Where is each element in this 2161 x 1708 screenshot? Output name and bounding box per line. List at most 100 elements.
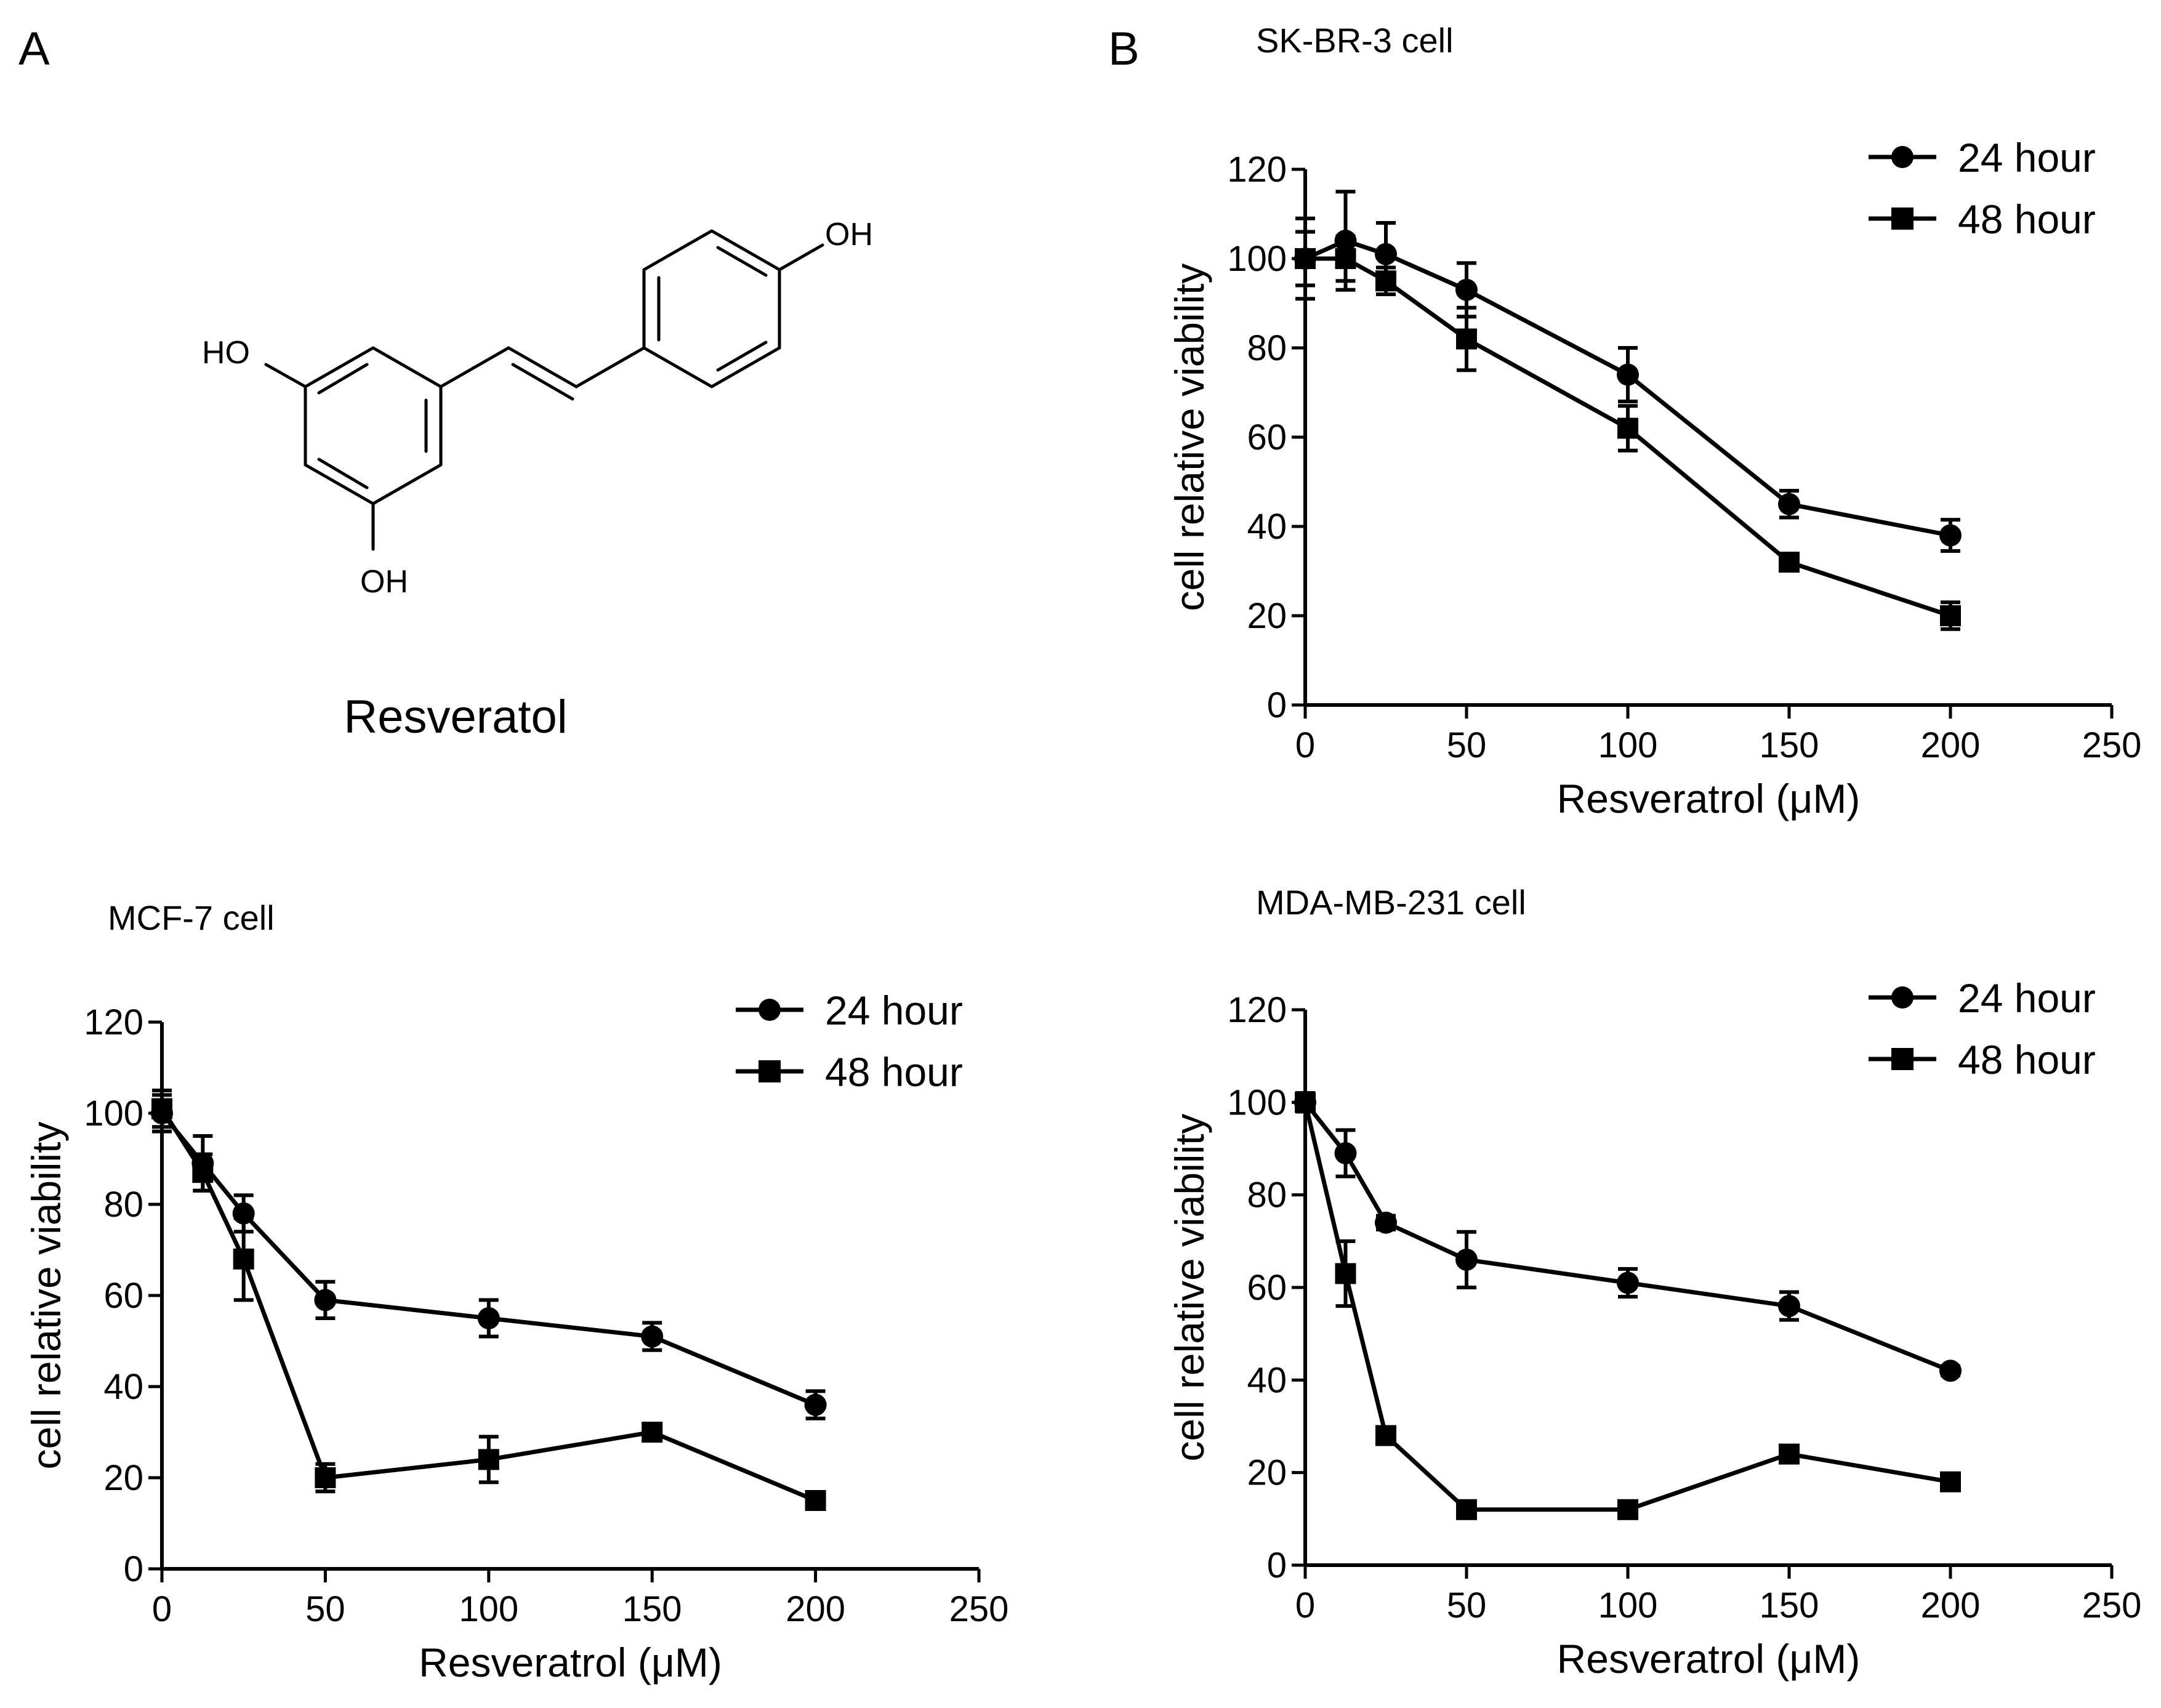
data-point: [1456, 328, 1477, 350]
data-point: [1940, 605, 1961, 626]
x-tick-label: 200: [1921, 1585, 1981, 1625]
y-tick-label: 80: [1247, 1175, 1287, 1215]
legend-label: 24 hour: [1958, 135, 2096, 180]
y-tick-label: 40: [103, 1367, 143, 1407]
data-point: [1375, 1211, 1397, 1234]
x-tick-label: 100: [1598, 1585, 1658, 1625]
x-tick-label: 150: [622, 1589, 682, 1629]
y-tick-label: 80: [103, 1185, 143, 1225]
data-point: [1335, 248, 1356, 269]
x-tick-label: 150: [1760, 1585, 1819, 1625]
data-point: [1375, 243, 1397, 265]
x-tick-label: 250: [2082, 725, 2142, 765]
y-tick-label: 120: [1227, 990, 1287, 1030]
y-tick-label: 40: [1247, 1360, 1287, 1400]
x-tick-label: 0: [1295, 1585, 1315, 1625]
x-tick-label: 100: [1598, 725, 1658, 765]
chart-title: SK-BR-3 cell: [1256, 21, 1454, 60]
y-tick-label: 20: [1247, 1453, 1287, 1493]
data-point: [1778, 1295, 1800, 1318]
chart-mdamb231: MDA-MB-231 cell 0 20 40 60 80 100 120 0 50 100 150 2…: [1167, 883, 2141, 1682]
panel-label-a: A: [18, 23, 50, 75]
y-axis-label: cell relative viability: [1167, 264, 1212, 611]
right-ring-double-bond-3: [716, 340, 768, 372]
vinyl-double-bond: [507, 346, 578, 389]
data-point: [1617, 1271, 1639, 1294]
vinyl-bond-2: [574, 346, 646, 389]
y-tick-label: 20: [1247, 596, 1287, 636]
series-24-hour: [1294, 1091, 1962, 1382]
x-tick-label: 0: [1295, 725, 1315, 765]
y-tick-label: 60: [103, 1276, 143, 1316]
series-48-hour: [151, 1089, 826, 1511]
data-point: [1335, 1263, 1356, 1284]
x-axis-label: Resveratrol (μM): [1557, 1636, 1861, 1682]
y-tick-label: 60: [1247, 417, 1287, 457]
x-tick-label: 50: [1447, 1585, 1487, 1625]
vinyl-double-bond-inner: [511, 363, 574, 401]
data-point: [477, 1307, 500, 1329]
data-point: [151, 1098, 172, 1119]
data-point: [1456, 1499, 1477, 1520]
y-tick-label: 40: [1247, 507, 1287, 547]
x-axis-label: Resveratrol (μM): [419, 1640, 722, 1685]
legend-label: 48 hour: [1958, 1037, 2096, 1082]
data-point: [1334, 1142, 1357, 1165]
data-point: [315, 1467, 336, 1488]
chart-skbr3: SK-BR-3 cell 0 20 40 60 80 100 120 0 50 100 150 200 2…: [1167, 21, 2141, 821]
chart-title: MDA-MB-231 cell: [1256, 883, 1526, 922]
x-tick-label: 0: [152, 1589, 172, 1629]
legend-marker: [1891, 1048, 1914, 1070]
legend-marker: [759, 999, 781, 1021]
y-tick-label: 0: [124, 1549, 143, 1589]
data-point: [1939, 1360, 1962, 1382]
legend-label: 24 hour: [1958, 975, 2096, 1021]
data-point: [642, 1422, 663, 1443]
y-tick-label: 0: [1267, 1545, 1287, 1585]
right-ring-double-bond-2: [716, 246, 768, 277]
y-tick-label: 20: [103, 1458, 143, 1498]
y-tick-label: 80: [1247, 328, 1287, 368]
data-point: [805, 1490, 826, 1511]
y-tick-label: 120: [84, 1002, 143, 1042]
top-oh-bond: [778, 243, 824, 272]
y-axis-label: cell relative viability: [1167, 1114, 1212, 1462]
left-ring-double-bond-2: [317, 457, 369, 489]
data-point: [1455, 1248, 1478, 1271]
data-point: [1295, 248, 1316, 269]
y-tick-label: 120: [1227, 150, 1287, 190]
resveratrol-structure: [264, 229, 824, 551]
molecule-name: Resveratol: [344, 691, 567, 743]
left-oh-bond: [264, 363, 307, 389]
data-point: [1617, 1499, 1638, 1520]
ho-label-left: HO: [202, 335, 250, 371]
data-point: [1617, 417, 1638, 439]
data-point: [1375, 1425, 1396, 1446]
legend-label: 48 hour: [825, 1049, 963, 1095]
data-point: [1778, 493, 1800, 515]
x-tick-label: 150: [1760, 725, 1819, 765]
data-point: [1939, 524, 1962, 547]
x-tick-label: 100: [459, 1589, 518, 1629]
y-tick-label: 100: [1227, 1082, 1287, 1122]
y-tick-label: 100: [1227, 239, 1287, 279]
data-point: [1375, 270, 1396, 292]
data-point: [478, 1449, 499, 1470]
x-tick-label: 250: [949, 1589, 1009, 1629]
series-48-hour: [1295, 230, 1961, 631]
data-point: [641, 1325, 664, 1348]
data-point: [192, 1162, 214, 1183]
legend-marker: [759, 1060, 781, 1082]
y-tick-label: 100: [84, 1094, 143, 1134]
series-line: [1303, 1101, 1952, 1373]
data-point: [1940, 1471, 1961, 1492]
oh-label-top: OH: [825, 217, 873, 252]
legend-marker: [1891, 146, 1914, 168]
y-tick-label: 0: [1267, 685, 1287, 725]
chart-mcf7: MCF-7 cell 0 20 40 60 80 100 120 0 50 100 150 200 250…: [23, 898, 1008, 1685]
data-point: [1455, 278, 1478, 301]
x-tick-label: 250: [2082, 1585, 2142, 1625]
legend-marker: [1891, 207, 1914, 230]
data-point: [314, 1289, 337, 1311]
series-24-hour: [1294, 190, 1962, 553]
